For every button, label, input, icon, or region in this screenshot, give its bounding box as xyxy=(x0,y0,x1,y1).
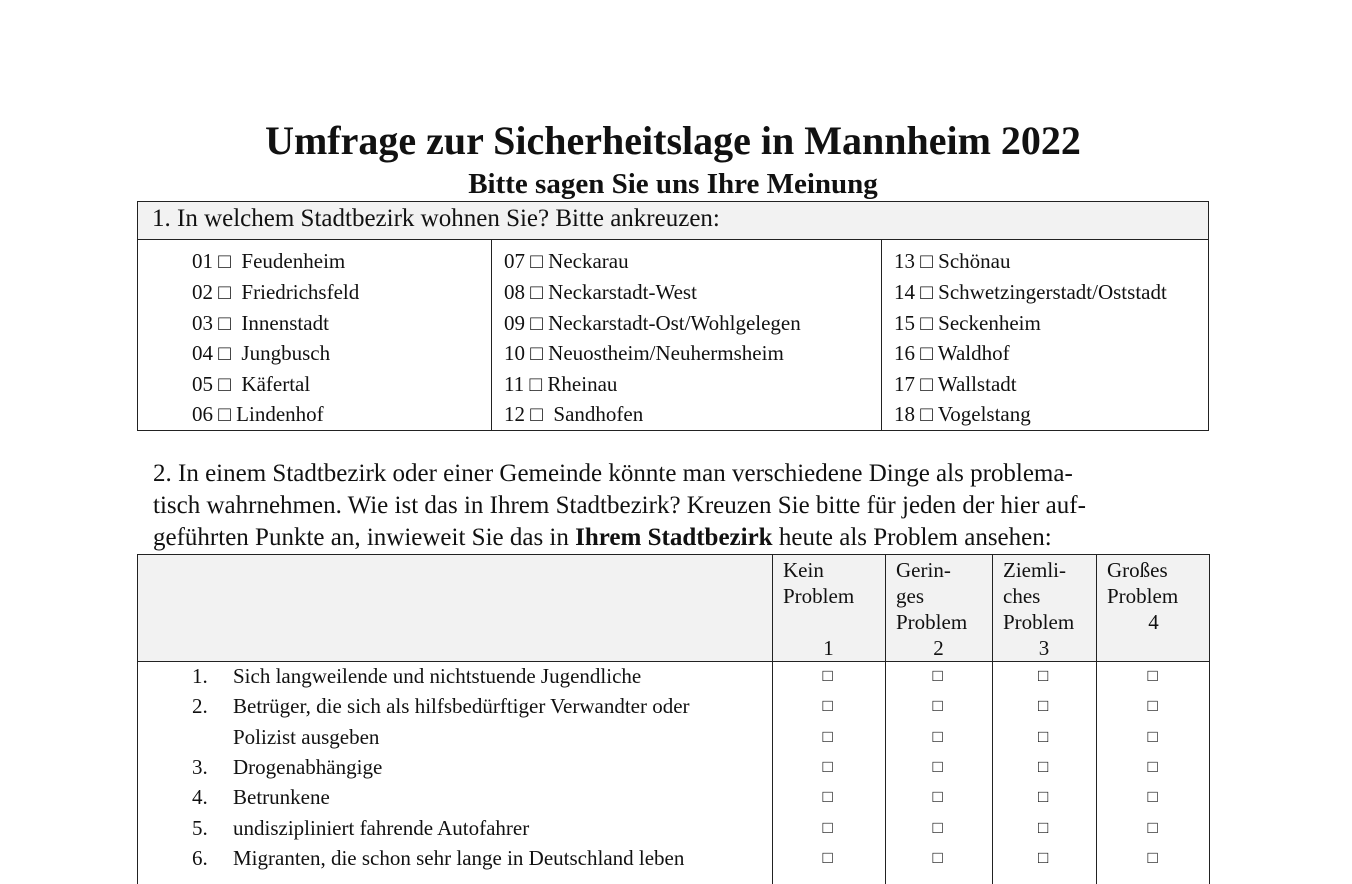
item-number: 5. xyxy=(192,815,208,840)
column-divider xyxy=(885,555,886,884)
column-divider xyxy=(1096,555,1097,884)
checkbox-icon[interactable]: □ xyxy=(1147,817,1158,837)
table-row: 3. Drogenabhängige □ □ □ □ xyxy=(138,755,1209,785)
scale-value: 4 xyxy=(1148,610,1159,634)
text: heute als Problem ansehen: xyxy=(772,524,1052,551)
checkbox-icon[interactable]: □ xyxy=(822,756,833,776)
table-row: 4. Betrunkene □ □ □ □ xyxy=(138,785,1209,815)
scale-value: 1 xyxy=(823,636,834,660)
question-1-prompt: 1. In welchem Stadtbezirk wohnen Sie? Bi… xyxy=(138,202,1208,240)
page-subtitle: Bitte sagen Sie uns Ihre Meinung xyxy=(468,168,878,200)
checkbox-icon[interactable]: □ xyxy=(1038,787,1049,807)
district-option[interactable]: 17 □ Wallstadt xyxy=(894,372,1017,396)
checkbox-icon[interactable]: □ xyxy=(932,726,943,746)
scale-value: 3 xyxy=(1038,636,1050,660)
checkbox-icon[interactable]: □ xyxy=(1038,696,1049,716)
checkbox-icon[interactable]: □ xyxy=(1038,847,1049,867)
checkbox-icon[interactable]: □ xyxy=(1147,696,1158,716)
district-option[interactable]: 02 □ Friedrichsfeld xyxy=(192,280,360,304)
table-header: Kein Problem 1 Gerin- ges Problem 2 Ziemli- … xyxy=(138,555,1209,662)
item-number: 4. xyxy=(192,785,208,810)
table-row: 2. Betrüger, die sich als hilfsbedürftige… xyxy=(138,694,1209,724)
text: geführten Punkte an, inwieweit Sie das i… xyxy=(153,524,576,551)
district-option[interactable]: 10 □ Neuostheim/Neuhermsheim xyxy=(504,341,784,365)
checkbox-icon[interactable]: □ xyxy=(1038,726,1049,746)
district-option[interactable]: 12 □ Sandhofen xyxy=(504,402,644,426)
table-row: 6. Migranten, die schon sehr lange in Deu… xyxy=(138,846,1209,876)
question-2-line: tisch wahrnehmen. Wie ist das in Ihrem S… xyxy=(153,492,1086,519)
item-text: Sich langweilende und nichtstuende Jugen… xyxy=(233,664,642,688)
item-text: Betrunkene xyxy=(233,785,330,810)
checkbox-icon[interactable]: □ xyxy=(1038,817,1049,837)
checkbox-icon[interactable]: □ xyxy=(1147,847,1158,867)
item-number: 6. xyxy=(192,845,208,870)
district-column-2: 07 □ Neckarau 08 □ Neckarstadt-West 09 □ N… xyxy=(492,239,882,430)
checkbox-icon[interactable]: □ xyxy=(822,696,833,716)
checkbox-icon[interactable]: □ xyxy=(822,666,833,685)
item-text: Polizist ausgeben xyxy=(233,724,380,749)
scale-label: Ziemli- ches Problem xyxy=(1003,558,1075,634)
district-option[interactable]: 14 □ Schwetzingerstadt/Oststadt xyxy=(894,280,1167,304)
district-column-1: 01 □ Feudenheim 02 □ Friedrichsfeld 03 □ I… xyxy=(138,239,492,430)
checkbox-icon[interactable]: □ xyxy=(1147,756,1158,776)
item-number: 2. xyxy=(192,694,208,719)
item-text: undiszipliniert fahrende Autofahrer xyxy=(233,815,530,840)
table-row: Polizist ausgeben □ □ □ □ xyxy=(138,725,1209,755)
district-option[interactable]: 16 □ Waldhof xyxy=(894,341,1010,365)
district-option[interactable]: 15 □ Seckenheim xyxy=(894,311,1041,335)
scale-label: Großes Problem xyxy=(1107,558,1179,608)
district-option[interactable]: 05 □ Käfertal xyxy=(192,372,311,396)
checkbox-icon[interactable]: □ xyxy=(932,696,943,716)
column-divider xyxy=(772,555,773,884)
scale-value: 2 xyxy=(933,636,944,660)
item-number: 1. xyxy=(192,664,208,688)
district-column-3: 13 □ Schönau 14 □ Schwetzingerstadt/Ostst… xyxy=(882,239,1208,430)
checkbox-icon[interactable]: □ xyxy=(932,817,943,837)
checkbox-icon[interactable]: □ xyxy=(1038,666,1049,685)
item-text: Migranten, die schon sehr lange in Deuts… xyxy=(233,845,685,870)
district-option[interactable]: 01 □ Feudenheim xyxy=(192,249,346,273)
question-2-text: 2. In einem Stadtbezirk oder einer Gemei… xyxy=(153,458,1213,554)
district-option[interactable]: 11 □ Rheinau xyxy=(504,372,618,396)
district-option[interactable]: 07 □ Neckarau xyxy=(504,249,629,273)
checkbox-icon[interactable]: □ xyxy=(822,787,833,807)
checkbox-icon[interactable]: □ xyxy=(932,847,943,867)
scale-label: Kein Problem xyxy=(783,558,855,608)
item-number: 3. xyxy=(192,754,208,779)
checkbox-icon[interactable]: □ xyxy=(1147,726,1158,746)
district-option[interactable]: 08 □ Neckarstadt-West xyxy=(504,280,697,304)
checkbox-icon[interactable]: □ xyxy=(822,726,833,746)
district-option[interactable]: 18 □ Vogelstang xyxy=(894,402,1031,426)
item-text: Betrüger, die sich als hilfsbedürftiger … xyxy=(233,694,690,719)
district-option[interactable]: 09 □ Neckarstadt-Ost/Wohlgelegen xyxy=(504,311,801,335)
checkbox-icon[interactable]: □ xyxy=(932,666,943,685)
page-title: Umfrage zur Sicherheitslage in Mannheim … xyxy=(265,118,1081,163)
district-option[interactable]: 03 □ Innenstadt xyxy=(192,311,329,335)
district-table: 1. In welchem Stadtbezirk wohnen Sie? Bi… xyxy=(137,201,1209,431)
table-row: 5. undiszipliniert fahrende Autofahrer □ □ □… xyxy=(138,816,1209,846)
checkbox-icon[interactable]: □ xyxy=(1147,666,1158,685)
problem-rating-table: Kein Problem 1 Gerin- ges Problem 2 Ziemli- … xyxy=(137,554,1210,884)
checkbox-icon[interactable]: □ xyxy=(1038,756,1049,776)
question-2-line: 2. In einem Stadtbezirk oder einer Gemei… xyxy=(153,460,1073,487)
checkbox-icon[interactable]: □ xyxy=(932,756,943,776)
checkbox-icon[interactable]: □ xyxy=(822,817,833,837)
district-option[interactable]: 13 □ Schönau xyxy=(894,249,1011,273)
checkbox-icon[interactable]: □ xyxy=(1147,787,1158,807)
table-row: 1. Sich langweilende und nichtstuende Jug… xyxy=(138,664,1209,694)
checkbox-icon[interactable]: □ xyxy=(822,847,833,867)
district-option[interactable]: 06 □ Lindenhof xyxy=(192,402,324,426)
item-text: Drogenabhängige xyxy=(233,754,383,779)
question-2-line: geführten Punkte an, inwieweit Sie das i… xyxy=(153,522,1213,554)
checkbox-icon[interactable]: □ xyxy=(932,787,943,807)
scale-label: Gerin- ges Problem xyxy=(896,558,968,634)
district-option[interactable]: 04 □ Jungbusch xyxy=(192,341,331,365)
column-divider xyxy=(992,555,993,884)
emphasis: Ihrem Stadtbezirk xyxy=(575,524,773,551)
